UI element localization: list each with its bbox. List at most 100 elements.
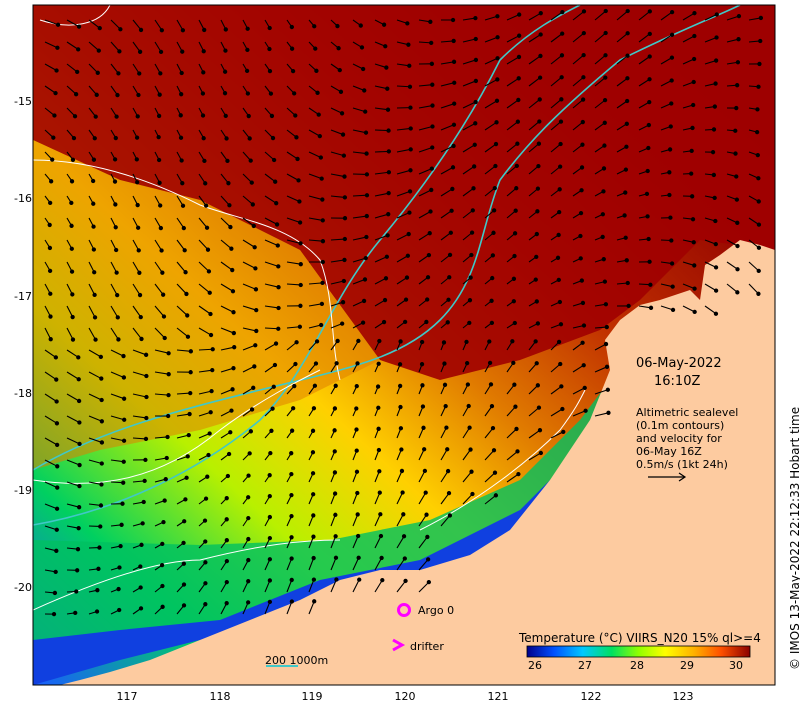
velocity-arrow-head: [54, 506, 60, 511]
velocity-arrow-head: [446, 490, 452, 496]
velocity-arrow: [528, 99, 541, 109]
velocity-arrow-head: [386, 149, 391, 154]
colorbar-tick: 26: [528, 659, 542, 672]
velocity-arrow: [132, 393, 147, 398]
velocity-arrow-head: [76, 398, 82, 404]
velocity-arrow-head: [185, 454, 190, 459]
velocity-arrow: [374, 535, 382, 549]
velocity-arrow-head: [493, 141, 499, 147]
velocity-arrow: [374, 579, 383, 593]
velocity-arrow-head: [121, 459, 126, 464]
velocity-arrow-head: [647, 77, 652, 82]
velocity-arrow-head: [274, 222, 280, 227]
velocity-arrow-head: [647, 31, 652, 37]
velocity-arrow-head: [422, 468, 428, 474]
velocity-arrow-head: [408, 105, 413, 110]
velocity-arrow-head: [535, 321, 541, 326]
velocity-arrow: [286, 195, 300, 203]
velocity-arrow-head: [223, 113, 228, 119]
velocity-arrow-head: [517, 12, 522, 17]
velocity-arrow-head: [181, 561, 186, 566]
velocity-arrow: [506, 143, 518, 153]
velocity-arrow-head: [161, 519, 166, 525]
velocity-arrow-head: [441, 340, 447, 345]
velocity-arrow-head: [469, 230, 475, 235]
velocity-arrow-head: [449, 208, 454, 213]
velocity-arrow-head: [364, 193, 370, 198]
velocity-arrow-head: [354, 427, 359, 432]
velocity-arrow-head: [138, 27, 144, 33]
velocity-arrow-head: [445, 447, 450, 452]
velocity-arrow-head: [311, 513, 316, 518]
velocity-arrow-head: [376, 447, 382, 453]
velocity-arrow-head: [161, 314, 167, 319]
velocity-arrow-head: [246, 515, 251, 521]
velocity-arrow-head: [536, 141, 542, 146]
velocity-arrow-head: [669, 32, 675, 37]
velocity-arrow-head: [138, 585, 143, 590]
velocity-arrow-head: [143, 457, 148, 462]
velocity-arrow-head: [362, 277, 368, 282]
velocity-arrow-head: [579, 165, 585, 170]
velocity-arrow-head: [246, 579, 251, 584]
velocity-arrow-head: [226, 451, 232, 457]
velocity-arrow: [352, 535, 359, 549]
velocity-arrow-head: [472, 142, 477, 147]
velocity-arrow-head: [77, 420, 82, 425]
velocity-arrow: [374, 213, 389, 219]
velocity-arrow-head: [99, 461, 104, 466]
velocity-arrow-head: [451, 59, 457, 64]
velocity-arrow: [110, 393, 125, 400]
velocity-arrow-head: [464, 360, 470, 366]
velocity-arrow-head: [138, 314, 143, 320]
velocity-arrow-head: [166, 351, 171, 356]
velocity-arrow-head: [363, 109, 368, 114]
velocity-arrow-head: [50, 157, 55, 162]
lat-label: -19: [14, 484, 32, 497]
velocity-arrow-head: [602, 279, 608, 284]
velocity-arrow-head: [514, 426, 519, 432]
velocity-arrow: [154, 327, 166, 339]
velocity-arrow-head: [756, 245, 762, 250]
velocity-arrow-head: [668, 124, 673, 129]
velocity-arrow: [198, 390, 212, 395]
velocity-arrow-head: [166, 413, 171, 419]
velocity-arrow-head: [136, 225, 141, 230]
velocity-arrow-head: [137, 71, 142, 76]
velocity-arrow-head: [713, 265, 719, 270]
velocity-arrow-head: [94, 92, 99, 97]
lon-label: 121: [487, 690, 509, 703]
velocity-arrow-head: [385, 233, 390, 238]
velocity-arrow-head: [313, 46, 318, 51]
velocity-arrow: [594, 412, 609, 417]
velocity-arrow-head: [74, 589, 79, 594]
velocity-arrow: [286, 601, 293, 615]
velocity-arrow-head: [166, 372, 171, 377]
velocity-arrow-head: [711, 127, 717, 132]
velocity-arrow-head: [183, 270, 188, 275]
velocity-arrow-head: [355, 533, 361, 539]
velocity-arrow: [88, 41, 100, 52]
velocity-arrow: [330, 259, 345, 263]
velocity-arrow-head: [377, 490, 382, 495]
velocity-arrow-head: [558, 361, 563, 367]
velocity-arrow-head: [406, 42, 411, 47]
velocity-arrow: [396, 148, 411, 153]
velocity-arrow-head: [298, 262, 303, 267]
velocity-arrow: [462, 38, 476, 43]
velocity-arrow: [220, 283, 234, 292]
velocity-arrow: [198, 369, 213, 373]
velocity-arrow-head: [583, 408, 588, 413]
velocity-arrow-head: [556, 339, 562, 345]
velocity-arrow-head: [203, 496, 209, 501]
velocity-arrow-head: [336, 46, 341, 51]
velocity-arrow-head: [464, 339, 469, 345]
velocity-arrow-head: [231, 310, 236, 315]
velocity-arrow: [506, 14, 520, 21]
velocity-arrow-head: [140, 521, 145, 526]
velocity-arrow-head: [92, 292, 97, 298]
velocity-arrow-head: [556, 277, 561, 283]
velocity-arrow: [682, 12, 695, 21]
velocity-arrow-head: [158, 203, 163, 208]
velocity-arrow-head: [360, 320, 366, 325]
